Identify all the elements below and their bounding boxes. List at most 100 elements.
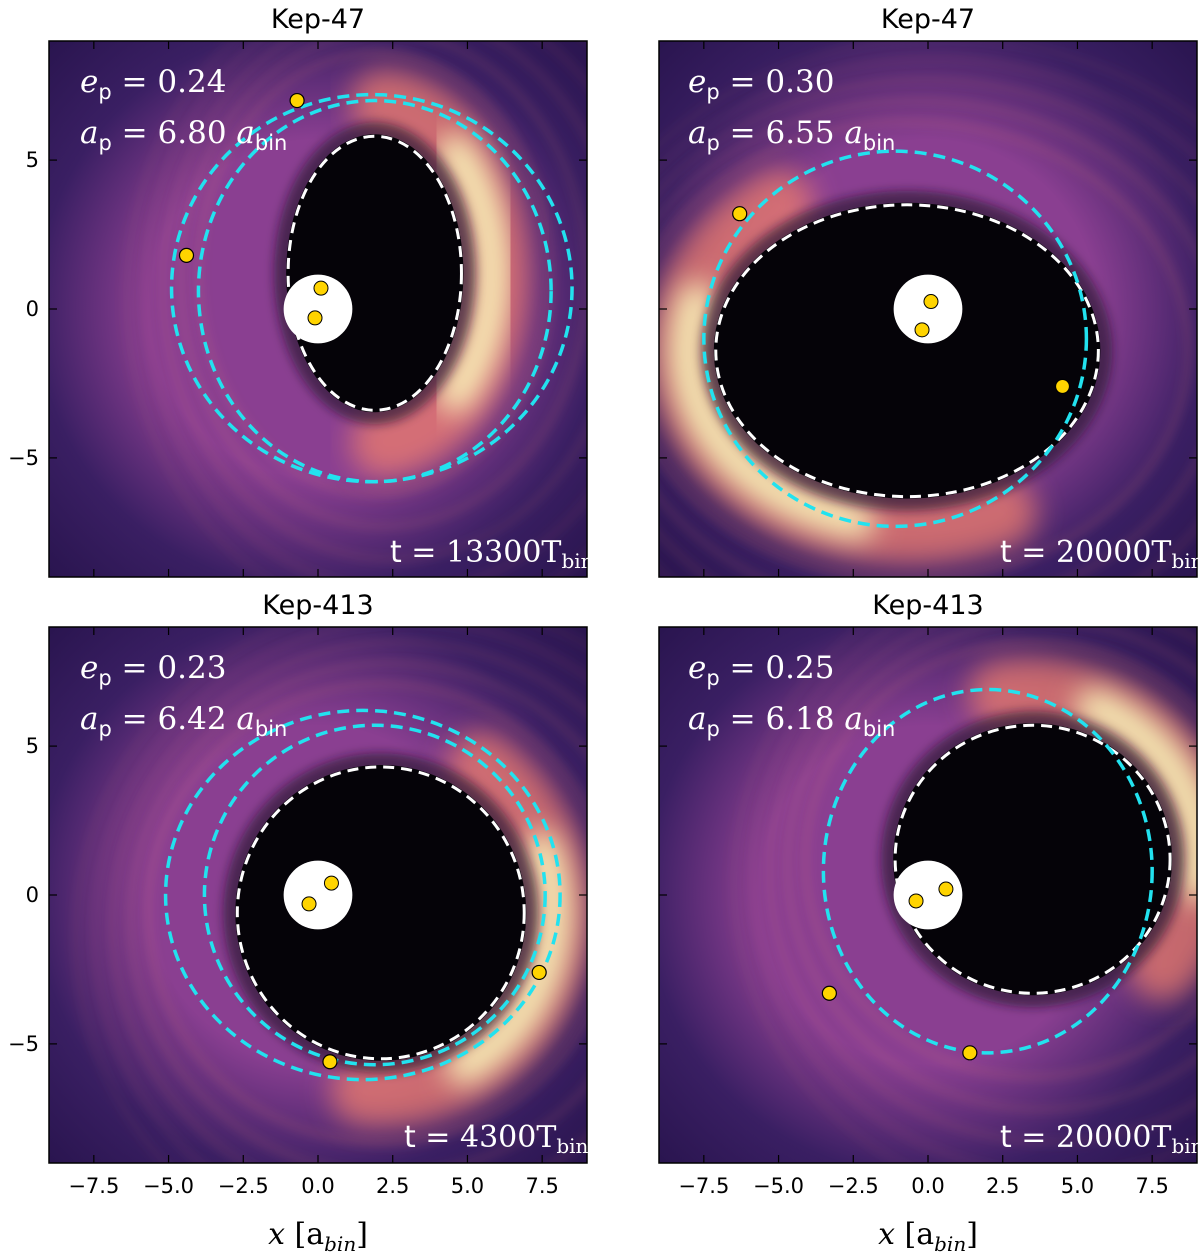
- disk-ripple: [659, 97, 1197, 577]
- panel-2-plot: [658, 40, 1198, 578]
- panel-3-time: t = 4300Tbin: [404, 1120, 589, 1158]
- cavity-fit-ellipse: [714, 203, 1100, 499]
- planet-orbit-1: [702, 149, 1089, 529]
- y-tick-label: 0: [26, 297, 39, 321]
- x-axis-label-left: x [abin]: [268, 1217, 368, 1256]
- panel-4-plot: −7.5 −5.0 −2.5 0.0 2.5 5.0 7.5: [658, 626, 1198, 1198]
- disk-peak-arc: [437, 134, 510, 413]
- panel-1: Kep-47 −5 0 5 ep = 0.24 ap = 6.80 abin t =…: [8, 4, 594, 578]
- panel-1-eccentricity: ep = 0.24: [80, 64, 226, 104]
- planet-orbit-1: [163, 708, 562, 1082]
- panel-1-semimajor-axis: ap = 6.80 abin: [80, 115, 287, 155]
- disk-ripple: [802, 638, 1197, 1080]
- binary-star-2: [914, 322, 930, 338]
- panel-4-time: t = 20000Tbin: [1000, 1120, 1200, 1158]
- y-tick-label: −5: [8, 1032, 39, 1056]
- binary-region: [283, 274, 353, 344]
- panel-4-semimajor-axis: ap = 6.18 abin: [688, 701, 895, 741]
- binary-region: [893, 274, 963, 344]
- disk-image: [659, 41, 1197, 577]
- planet-1: [732, 206, 748, 222]
- y-tick-label: 5: [26, 734, 39, 758]
- disk-image: [49, 627, 587, 1163]
- disk-ripple: [659, 55, 1197, 577]
- x-tick-label: −5.0: [143, 1174, 194, 1198]
- x-tick-label: 7.5: [525, 1174, 558, 1198]
- disk-image: [659, 627, 1197, 1163]
- y-tick-label: 5: [26, 148, 39, 172]
- disk-ripple: [73, 627, 587, 1163]
- panel-2: Kep-47 ep = 0.30 ap = 6.55 abin t = 2000…: [658, 4, 1200, 578]
- disk-ripple: [108, 638, 587, 1163]
- x-tick-label: 2.5: [376, 1174, 409, 1198]
- planet-2: [962, 1045, 978, 1061]
- x-tick-label: −5.0: [753, 1174, 804, 1198]
- disk-ripple: [659, 118, 1191, 577]
- disk-ripple: [141, 41, 587, 577]
- disk-ripple: [159, 41, 587, 563]
- cavity: [713, 202, 1101, 499]
- panel-4-eccentricity: ep = 0.25: [688, 650, 834, 690]
- binary-star-2: [908, 893, 924, 909]
- panel-2-title: Kep-47: [881, 4, 975, 35]
- planet-orbit-2: [202, 723, 547, 1067]
- binary-star-1: [313, 280, 329, 296]
- x-tick-label: 5.0: [1061, 1174, 1094, 1198]
- disk-ripple: [730, 627, 906, 1163]
- x-tick-label: −7.5: [68, 1174, 119, 1198]
- x-tick-label: 7.5: [1135, 1174, 1168, 1198]
- disk-ripple: [766, 627, 1197, 1146]
- binary-region: [283, 860, 353, 930]
- x-tick-label: 5.0: [451, 1174, 484, 1198]
- planet-2: [322, 1054, 338, 1070]
- binary-star-2: [307, 310, 323, 326]
- disk-ripple: [126, 659, 587, 1163]
- panel-1-title: Kep-47: [271, 4, 365, 35]
- disk-peak-arc: [1075, 689, 1197, 902]
- x-tick-label: −2.5: [828, 1174, 879, 1198]
- panel-4: Kep-413 −7.5 −5.0 −2.5 0.0 2.5 5.0 7.5 ep = 0.…: [658, 590, 1200, 1198]
- cavity: [893, 723, 1173, 996]
- binary-star-1: [923, 294, 939, 310]
- panel-2-eccentricity: ep = 0.30: [688, 64, 834, 104]
- binary-star-2: [301, 896, 317, 912]
- y-tick-label: 0: [26, 883, 39, 907]
- cavity: [235, 764, 527, 1061]
- disk-ripple: [144, 680, 587, 1146]
- y-tick-label: −5: [8, 446, 39, 470]
- disk-ripple: [90, 627, 587, 1163]
- disk-ripple: [659, 76, 1197, 577]
- panel-2-time: t = 20000Tbin: [1000, 535, 1200, 573]
- x-tick-label: −7.5: [678, 1174, 729, 1198]
- x-tick-label: 0.0: [911, 1174, 944, 1198]
- cavity-fit-ellipse: [286, 134, 463, 412]
- binary-star-1: [938, 881, 954, 897]
- disk-ripple: [784, 627, 1197, 1113]
- disk-image: [49, 41, 587, 577]
- panel-2-semimajor-axis: ap = 6.55 abin: [688, 115, 895, 155]
- x-axis-label-right: x [abin]: [878, 1217, 978, 1256]
- disk-ripple: [177, 41, 587, 530]
- panel-3-eccentricity: ep = 0.23: [80, 650, 226, 690]
- planet-orbit-2: [196, 98, 553, 484]
- panel-3-semimajor-axis: ap = 6.42 abin: [80, 701, 287, 741]
- panel-1-time: t = 13300Tbin: [390, 535, 594, 573]
- panel-3-plot: −7.5 −5.0 −2.5 0.0 2.5 5.0 7.5 −5 0 5: [8, 626, 588, 1198]
- planet-orbit-1: [821, 687, 1154, 1055]
- cavity: [286, 134, 464, 413]
- panel-4-title: Kep-413: [872, 590, 983, 621]
- binary-star-1: [323, 875, 339, 891]
- cavity-fit-ellipse: [235, 765, 526, 1061]
- x-tick-label: 0.0: [301, 1174, 334, 1198]
- planet-1: [289, 92, 305, 109]
- disk-ripple: [123, 41, 587, 577]
- planet-2: [1054, 378, 1071, 395]
- panel-3-title: Kep-413: [262, 590, 373, 621]
- planet-1: [821, 985, 837, 1001]
- binary-region: [893, 860, 963, 930]
- panel-1-plot: −5 0 5: [8, 40, 588, 578]
- x-tick-label: −2.5: [218, 1174, 269, 1198]
- panel-3: Kep-413 −7.5 −5.0 −2.5 0.0 2.5 5.0 7.5 −5 0 5 ep …: [8, 590, 589, 1198]
- cavity-fit-ellipse: [893, 723, 1172, 995]
